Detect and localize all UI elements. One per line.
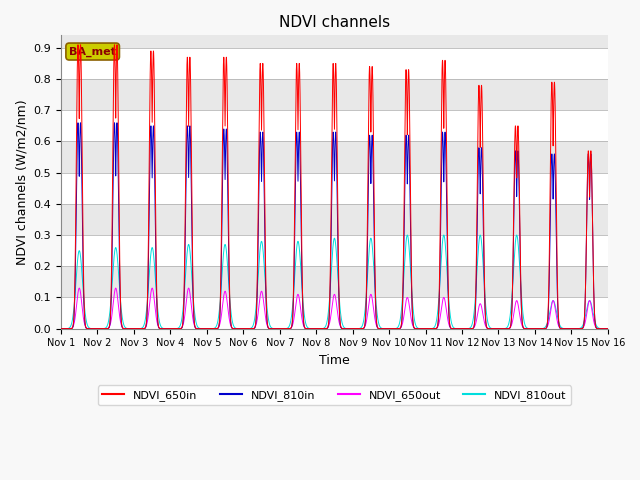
Y-axis label: NDVI channels (W/m2/nm): NDVI channels (W/m2/nm) (15, 99, 28, 265)
Bar (61, 298, 608, 329)
Title: NDVI channels: NDVI channels (279, 15, 390, 30)
Legend: NDVI_650in, NDVI_810in, NDVI_650out, NDVI_810out: NDVI_650in, NDVI_810in, NDVI_650out, NDV… (97, 385, 572, 405)
X-axis label: Time: Time (319, 354, 350, 367)
Bar (61, 110, 608, 142)
Bar (61, 235, 608, 266)
Text: BA_met: BA_met (69, 47, 116, 57)
Bar (61, 48, 608, 79)
Bar (61, 173, 608, 204)
